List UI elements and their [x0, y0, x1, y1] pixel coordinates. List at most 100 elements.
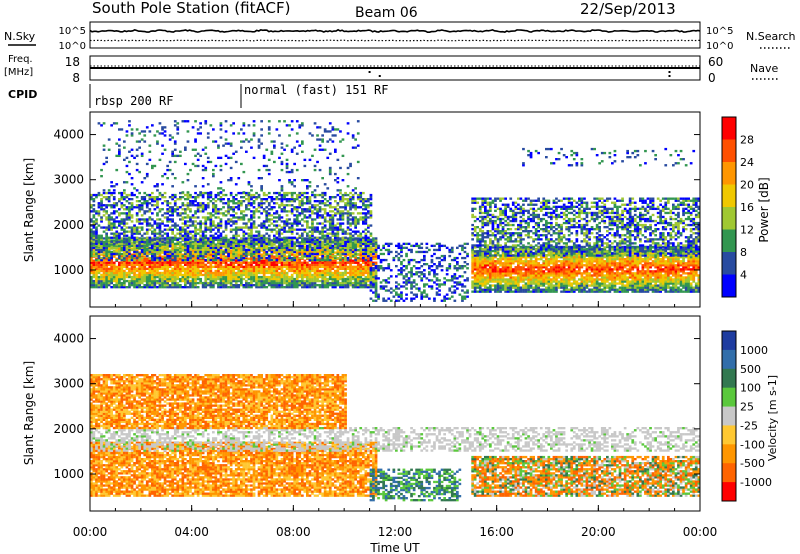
echo-cell [189, 208, 192, 211]
echo-cell [303, 248, 307, 252]
echo-cell [346, 281, 350, 285]
echo-cell [252, 240, 256, 243]
echo-cell [247, 271, 251, 275]
echo-cell [326, 251, 330, 254]
echo-cell [293, 198, 296, 201]
echo-cell [191, 273, 195, 277]
echo-cell [107, 244, 111, 248]
echo-cell [115, 202, 119, 205]
echo-cell [181, 212, 185, 215]
echo-cell [275, 196, 279, 199]
echo-cell [308, 249, 312, 252]
echo-cell [206, 202, 210, 205]
echo-cell [166, 204, 169, 207]
echo-cell [303, 239, 307, 242]
echo-cell [308, 202, 312, 205]
echo-cell [138, 258, 141, 262]
echo-cell [336, 218, 340, 221]
echo-cell [90, 239, 93, 242]
echo-cell [143, 198, 147, 201]
echo-cell [359, 193, 363, 197]
echo-cell [364, 255, 368, 258]
echo-cell [242, 241, 246, 244]
echo-cell [290, 150, 294, 153]
echo-cell [275, 258, 279, 262]
echo-cell [115, 243, 119, 246]
echo-cell [364, 252, 368, 256]
echo-cell [110, 206, 113, 209]
echo-cell [219, 251, 223, 254]
echo-cell [161, 259, 164, 262]
echo-cell [214, 263, 218, 267]
echo-cell [326, 232, 330, 235]
echo-cell [206, 258, 210, 262]
echo-cell [331, 275, 335, 279]
echo-cell [171, 275, 174, 279]
echo-cell [118, 222, 121, 225]
echo-cell [306, 226, 309, 229]
echo-cell [102, 259, 106, 262]
echo-cell [156, 226, 159, 229]
echo-cell [278, 255, 281, 258]
echo-cell [110, 222, 113, 225]
echo-cell [232, 214, 235, 217]
echo-cell [344, 265, 347, 269]
echo-cell [189, 269, 192, 273]
echo-cell [323, 256, 327, 260]
echo-cell [153, 232, 157, 235]
echo-cell [102, 286, 106, 289]
echo-cell [349, 238, 352, 241]
echo-cell [349, 200, 352, 203]
echo-cell [334, 206, 337, 209]
echo-cell [102, 281, 106, 285]
echo-cell [166, 273, 169, 277]
echo-cell [257, 202, 261, 205]
echo-cell [250, 259, 253, 262]
echo-cell [290, 128, 294, 131]
echo-cell [273, 206, 276, 209]
echo-cell [293, 269, 296, 273]
echo-cell [214, 277, 218, 281]
echo-cell [359, 232, 363, 235]
echo-cell [354, 286, 357, 289]
echo-cell [356, 245, 360, 248]
echo-cell [321, 281, 324, 285]
echo-cell [171, 247, 174, 250]
echo-cell [301, 240, 304, 243]
echo-cell [224, 263, 228, 267]
echo-cell [311, 240, 314, 243]
echo-cell [201, 193, 205, 197]
echo-cell [189, 236, 192, 239]
echo-cell [293, 267, 296, 271]
echo-cell [184, 273, 187, 277]
echo-cell [242, 255, 246, 258]
echo-cell [288, 251, 291, 254]
echo-cell [275, 246, 279, 250]
echo-cell [199, 279, 202, 283]
echo-cell [176, 212, 180, 215]
echo-cell [206, 204, 210, 207]
echo-cell [364, 267, 368, 271]
echo-cell [224, 271, 228, 275]
echo-cell [219, 220, 223, 223]
echo-cell [359, 263, 363, 267]
echo-cell [280, 286, 284, 289]
echo-cell [90, 220, 93, 223]
echo-cell [227, 212, 230, 215]
echo-cell [209, 273, 213, 277]
echo-cell [105, 246, 108, 250]
echo-cell [112, 284, 116, 287]
echo-cell [283, 230, 286, 233]
echo-cell [219, 255, 223, 258]
noise-left-tick-bottom: 10^0 [59, 41, 86, 52]
echo-cell [214, 269, 218, 273]
echo-cell [194, 273, 197, 277]
echo-cell [158, 247, 162, 250]
echo-cell [120, 269, 124, 273]
echo-cell [311, 238, 314, 241]
echo-cell [163, 196, 167, 199]
echo-cell [201, 244, 205, 248]
echo-cell [145, 271, 149, 275]
echo-cell [224, 236, 228, 239]
echo-cell [158, 208, 162, 211]
